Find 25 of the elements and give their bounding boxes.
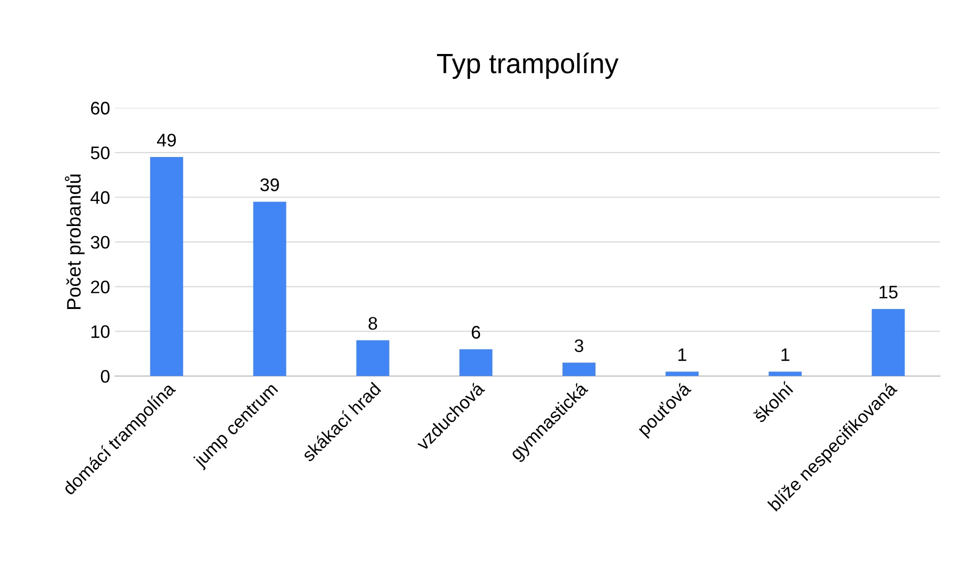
data-label: 1	[782, 348, 790, 361]
data-label: 8	[368, 316, 378, 330]
y-axis-title: Počet probandů	[64, 174, 85, 309]
y-tick-label: 40	[90, 191, 110, 204]
bar	[459, 349, 492, 376]
data-label: 6	[472, 326, 480, 339]
chart-title: Typ trampolíny	[436, 52, 618, 79]
y-tick-label: 30	[90, 236, 110, 249]
bar	[562, 362, 596, 376]
bar	[356, 340, 390, 376]
data-label: 15	[880, 286, 898, 298]
bar	[150, 157, 184, 376]
y-tick-label: 10	[92, 325, 110, 338]
y-tick-label: 20	[91, 280, 110, 294]
y-tick-label: 50	[90, 146, 110, 160]
data-label: 3	[574, 339, 584, 352]
bar	[872, 308, 905, 376]
bar	[666, 372, 699, 376]
bar	[253, 202, 286, 376]
data-label: 1	[678, 348, 686, 361]
data-label: 49	[157, 134, 176, 147]
bar	[768, 372, 802, 376]
y-tick-label: 0	[100, 370, 110, 383]
data-label: 39	[260, 178, 279, 192]
y-tick-label: 60	[91, 102, 110, 115]
